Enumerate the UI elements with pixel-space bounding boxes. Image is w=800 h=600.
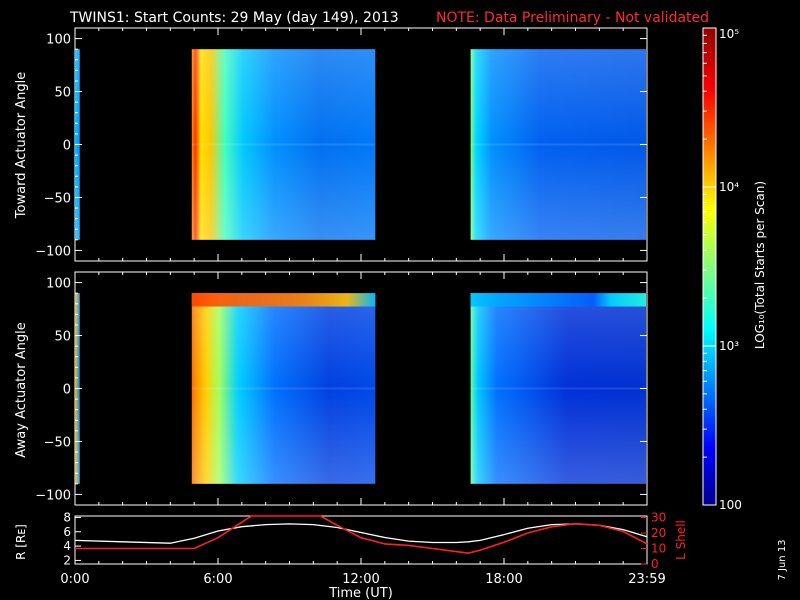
radius-ytick-label: 6: [63, 525, 71, 539]
panel-away: 100 50 0 −50 −100 Away Actuator Angle: [14, 271, 648, 506]
heatmap-toward-blocks: [75, 49, 646, 240]
panel-away-ytick-label: 50: [54, 330, 71, 345]
lshell-ytick-label: 30: [651, 511, 666, 525]
colorbar-gradient: [702, 27, 717, 506]
colorbar-label: LOG₁₀(Total Starts per Scan): [753, 181, 767, 349]
colorbar-tick-label: 10³: [719, 339, 739, 353]
panel-away-ytick-label: 0: [63, 383, 71, 398]
heatmap-away-block-2-rim: [191, 293, 376, 307]
heatmap-toward-zero-stripe-3: [470, 143, 646, 146]
lshell-ylabel: L Shell: [674, 520, 688, 560]
heatmap-away-zero-stripe-2: [191, 387, 376, 390]
radius-ytick-label: 4: [63, 539, 71, 553]
time-xtick-label: 0:00: [60, 572, 89, 587]
time-xtick-label: 23:59: [628, 572, 665, 587]
radius-ytick-label: 2: [63, 553, 71, 567]
panel-toward-axis: 100 50 0 −50 −100: [35, 28, 648, 261]
panel-away-ytick-label: 100: [46, 277, 71, 292]
colorbar-ticks: 10⁵ 10⁴ 10³ 100: [703, 27, 742, 512]
heatmap-away-zero-stripe-3: [470, 387, 646, 390]
panel-toward-ytick-label: 50: [54, 86, 71, 101]
panel-toward-ylabel: Toward Actuator Angle: [14, 72, 29, 219]
time-xlabel: Time (UT): [328, 586, 393, 600]
time-xtick-label: 12:00: [342, 572, 379, 587]
data-note: NOTE: Data Preliminary - Not validated: [436, 10, 709, 26]
panel-away-axis: 100 50 0 −50 −100: [35, 272, 648, 505]
lshell-ytick-label: 20: [651, 526, 666, 540]
radius-ylabel: R [Rᴇ]: [14, 524, 28, 560]
radius-ytick-label: 8: [63, 510, 71, 524]
lshell-series-line: [75, 515, 648, 555]
panel-toward-ytick-label: −50: [44, 191, 71, 206]
panel-toward: 100 50 0 −50 −100 Toward Actuator Angle: [14, 27, 648, 262]
panel-away-ytick-label: −50: [44, 435, 71, 450]
panel-toward-ytick-label: −100: [35, 244, 71, 259]
time-xtick-label: 18:00: [485, 572, 522, 587]
lshell-ytick-label: 10: [651, 542, 666, 556]
colorbar-tick-label: 10⁵: [719, 27, 739, 41]
panel-away-ytick-label: −100: [35, 488, 71, 503]
heatmap-toward-block-3-shade: [470, 49, 646, 240]
heatmap-toward-zero-stripe-2: [191, 143, 376, 146]
lshell-ytick-label: 0: [651, 557, 659, 571]
heatmap-away-block-3-rim: [470, 293, 646, 307]
colorbar: 10⁵ 10⁴ 10³ 100 LOG₁₀(Total Starts per Scan…: [702, 27, 767, 512]
heatmap-away-block-3-shade: [470, 293, 646, 484]
panel-toward-ytick-label: 100: [46, 33, 71, 48]
panel-away-ylabel: Away Actuator Angle: [14, 322, 29, 457]
heatmap-toward-block-2-shade: [191, 49, 376, 240]
heatmap-away-block-2-shade: [191, 293, 376, 484]
chart-title: TWINS1: Start Counts: 29 May (day 149), …: [69, 10, 399, 26]
date-stamp: 7 Jun 13: [777, 539, 788, 580]
heatmap-away-blocks: [75, 293, 646, 484]
time-xtick-label: 6:00: [203, 572, 232, 587]
radius-series-line: [74, 523, 648, 544]
panel-ephemeris-frame: [74, 515, 648, 565]
panel-toward-ytick-label: 0: [63, 139, 71, 154]
colorbar-tick-label: 10⁴: [719, 180, 739, 194]
colorbar-tick-label: 100: [719, 498, 742, 512]
